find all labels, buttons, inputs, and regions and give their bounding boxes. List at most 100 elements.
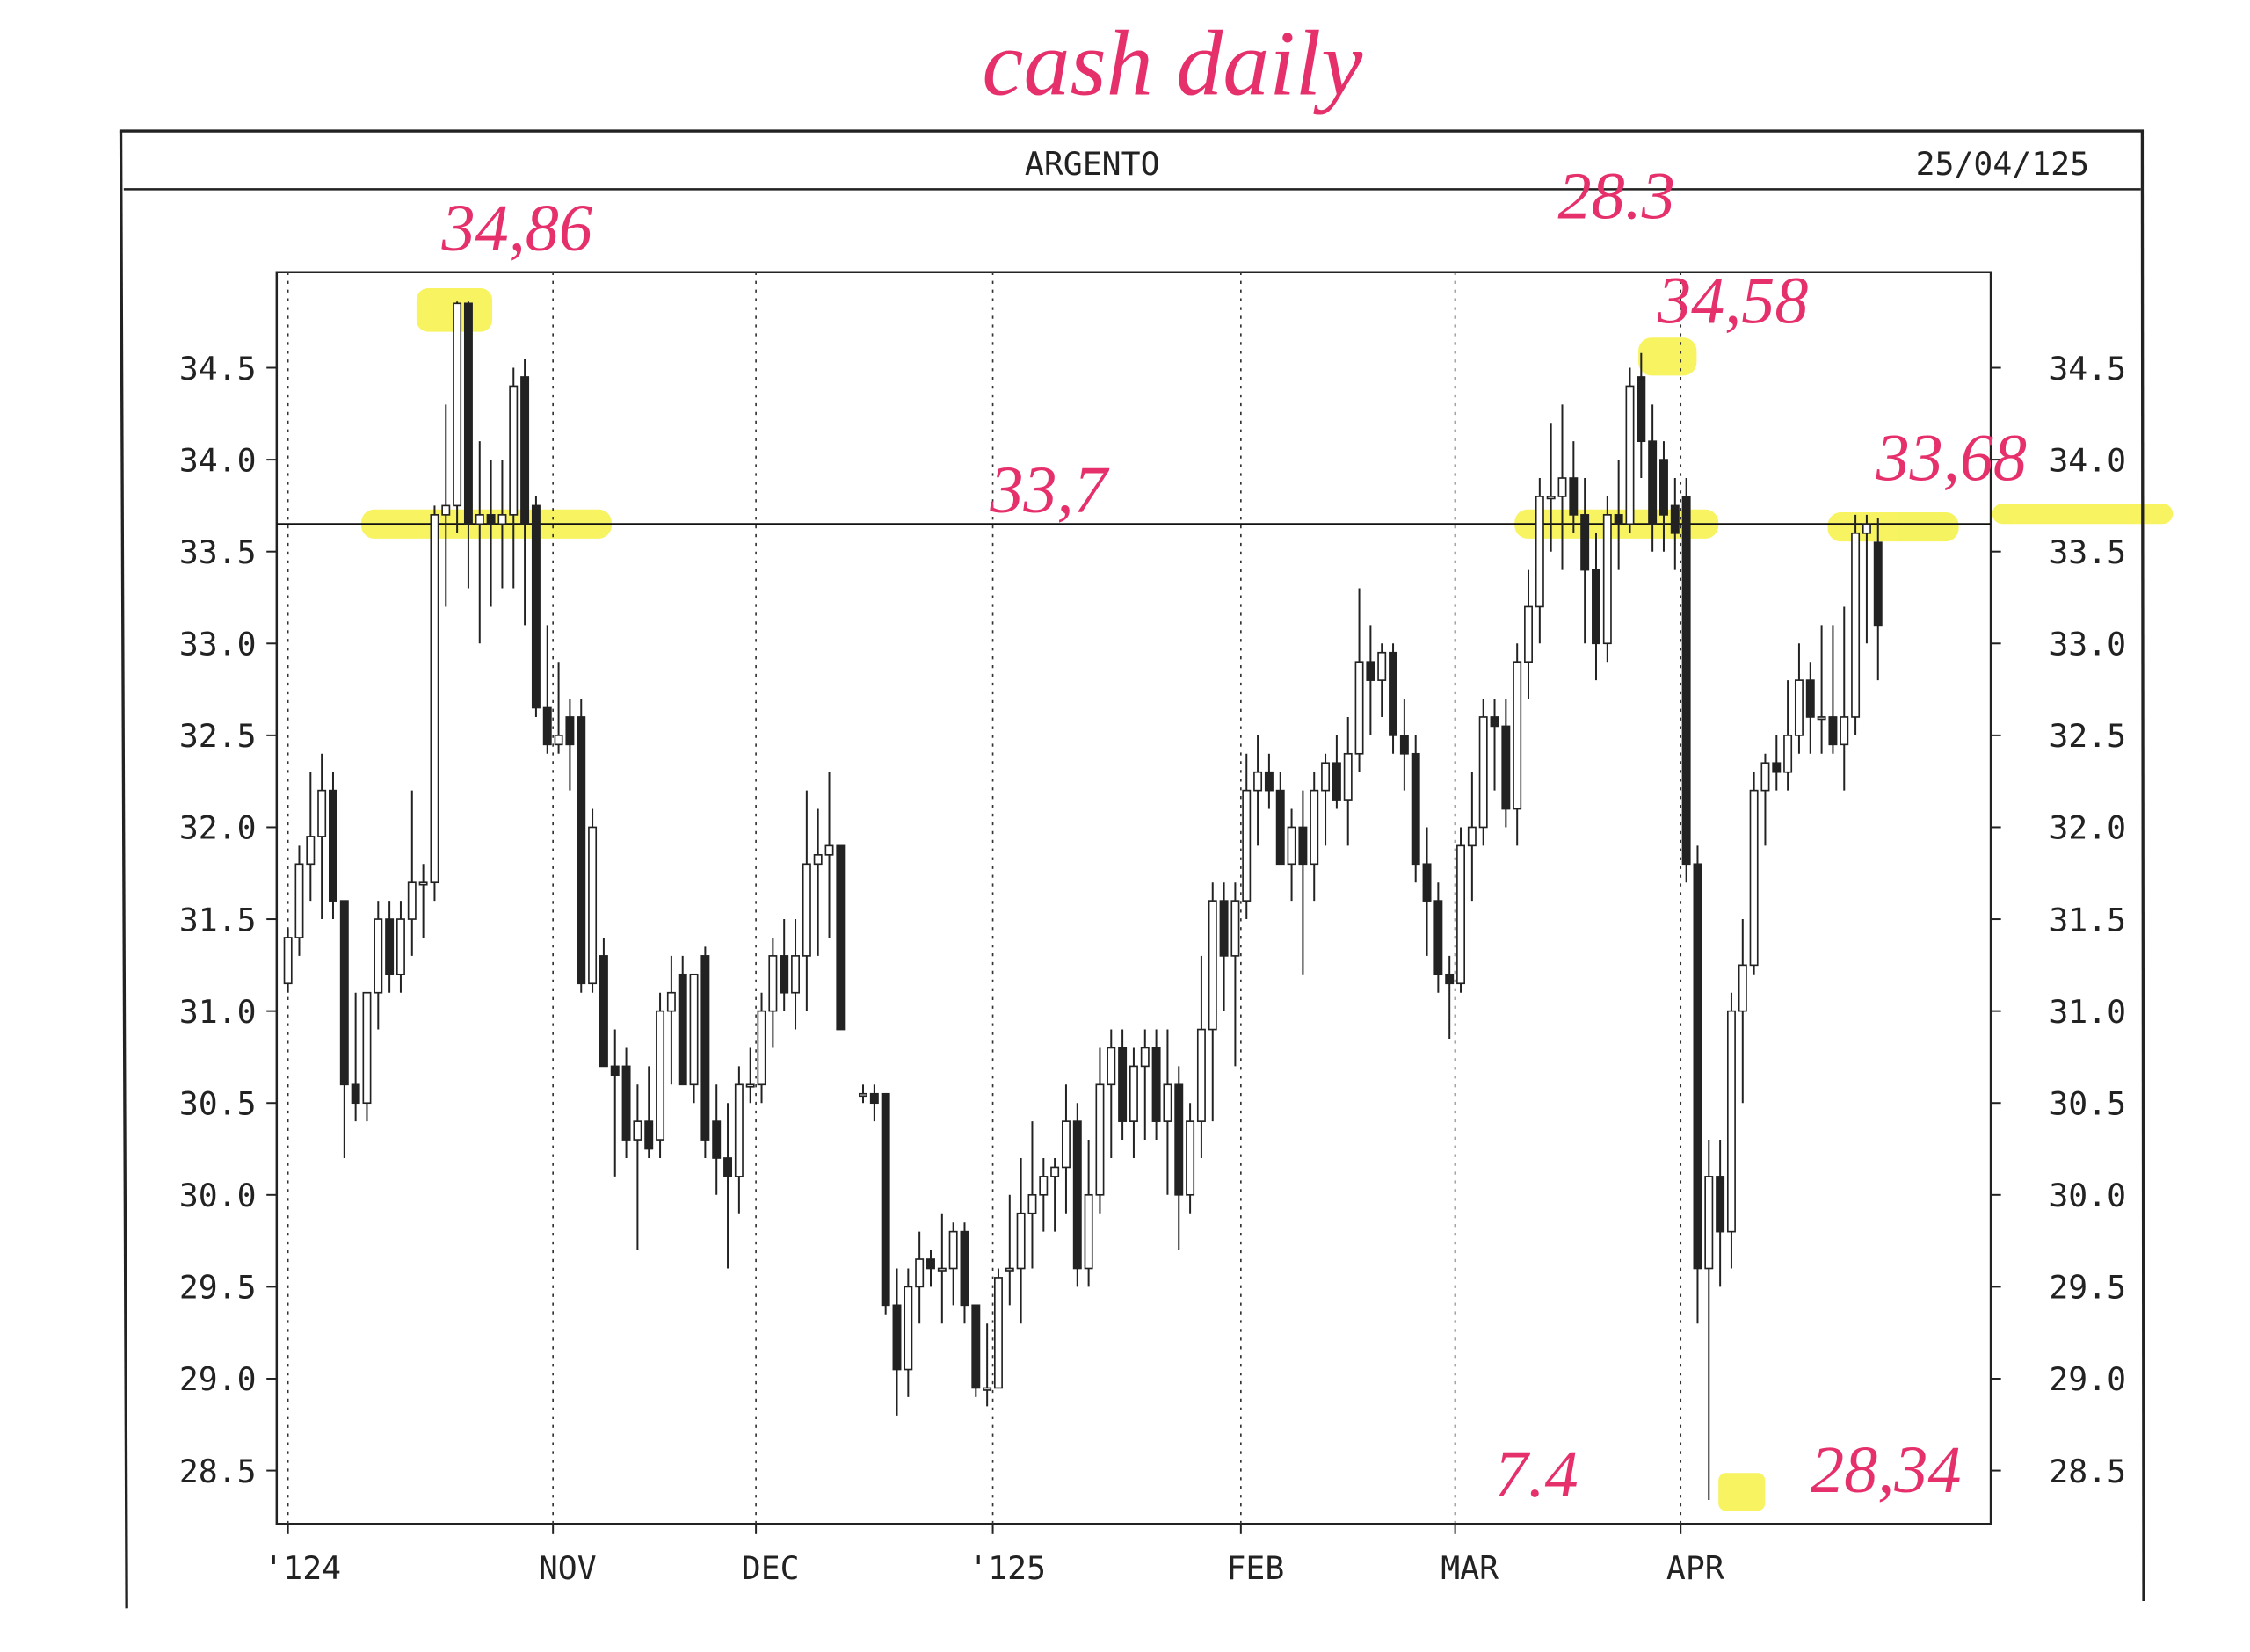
y-tick-label: 31.5 [179, 901, 257, 938]
candle-body [994, 1277, 1003, 1389]
candle-body [441, 504, 451, 516]
y2-tick-label: 33.5 [2049, 533, 2126, 571]
candle-body [1321, 762, 1331, 792]
y2-tick-label: 32.5 [2049, 717, 2126, 755]
candle-body [1343, 752, 1353, 801]
candle-body [869, 1092, 879, 1105]
candle-body [859, 1092, 867, 1098]
candle-body [1411, 752, 1420, 866]
header-date: 25/04/125 [1916, 145, 2089, 183]
candle-body [1084, 1193, 1093, 1270]
candle-body [745, 1083, 755, 1088]
candle-body [317, 789, 327, 837]
candle-body [1174, 1083, 1184, 1196]
annotation: 33,7 [989, 453, 1109, 527]
candle-body [937, 1267, 947, 1272]
y-tick-label: 28.5 [179, 1453, 257, 1490]
candle-body [1039, 1176, 1049, 1196]
grid [266, 272, 2001, 1534]
y-tick-label: 31.0 [179, 993, 257, 1031]
y2-tick-label: 30.0 [2049, 1177, 2126, 1214]
candle-body [813, 854, 823, 866]
candle-body [1524, 605, 1533, 663]
y2-tick-label: 33.0 [2049, 626, 2126, 663]
candle-body [1151, 1047, 1161, 1122]
frame [119, 129, 2145, 1609]
candle-body [1704, 1176, 1714, 1270]
candle-body [1287, 826, 1296, 866]
candle-body [407, 881, 417, 920]
candle-body [768, 955, 778, 1012]
candle-body [565, 716, 575, 746]
candle-body [1840, 716, 1849, 746]
candle-body [1648, 440, 1658, 525]
candle-body [339, 900, 349, 1086]
x-tick-label: NOV [539, 1549, 597, 1587]
candle-body [1749, 789, 1759, 967]
candle-body [723, 1157, 733, 1177]
candle-body [1478, 716, 1488, 829]
x-tick-label: DEC [742, 1549, 800, 1587]
candle-body [453, 302, 462, 507]
y-tick-label: 34.5 [179, 350, 257, 388]
candle-body [1625, 385, 1635, 525]
candle-body [1298, 826, 1308, 866]
candle-body [1264, 771, 1274, 792]
y2-tick-label: 30.5 [2049, 1084, 2126, 1122]
candle-body [1760, 762, 1770, 792]
candle-body [824, 844, 834, 856]
candle-body [351, 1083, 360, 1105]
candle-body [1681, 496, 1691, 866]
candle-body [1140, 1047, 1150, 1068]
candle-body [520, 376, 530, 525]
y2-tick-label: 34.0 [2049, 441, 2126, 479]
candle-body [374, 918, 383, 994]
candle-body [1873, 541, 1883, 627]
candle-body [948, 1230, 958, 1270]
x-tick-label: APR [1666, 1549, 1724, 1587]
candle-body [881, 1092, 890, 1307]
candle-body [1659, 459, 1668, 516]
candle-body [644, 1120, 654, 1150]
y-tick-label: 32.0 [179, 809, 257, 847]
annotation: 33,68 [1876, 422, 2027, 496]
candle-body [1186, 1120, 1195, 1196]
candle-body [1242, 789, 1252, 902]
y-tick-label: 30.5 [179, 1084, 257, 1122]
y-tick-label: 34.0 [179, 441, 257, 479]
candle-body [1196, 1028, 1206, 1122]
candle-body [1716, 1176, 1725, 1233]
annotation: 34,86 [440, 192, 592, 265]
candle-body [1163, 1083, 1172, 1122]
annotation: 7.4 [1494, 1438, 1578, 1511]
candle-body [757, 1010, 766, 1086]
candle-body [542, 706, 552, 746]
y-tick-label: 32.5 [179, 717, 257, 755]
candle-body [971, 1304, 981, 1389]
candle-body [1275, 789, 1285, 866]
candle-body [509, 385, 519, 516]
candle-body [1354, 661, 1364, 755]
candle-body [1332, 762, 1341, 801]
chart-title: cash daily [982, 12, 1363, 115]
y-tick-label: 33.0 [179, 626, 257, 663]
candle-body [1828, 716, 1838, 746]
candle-body [892, 1304, 902, 1371]
highlights [360, 287, 2174, 1511]
candle-body [1862, 523, 1871, 534]
candle-body [1467, 826, 1477, 847]
candle-body [1219, 900, 1229, 957]
candle-body [926, 1258, 935, 1270]
candle-body [1445, 973, 1455, 985]
candle-body [1535, 496, 1544, 608]
y2-tick-label: 31.5 [2049, 901, 2126, 938]
candle-body [1569, 477, 1579, 516]
candle-body [1422, 863, 1432, 902]
candle-body [1614, 514, 1623, 525]
candle-body [306, 836, 316, 866]
candle-body [802, 863, 811, 957]
candles [283, 301, 1883, 1501]
candle-body [1005, 1267, 1014, 1272]
y2-tick-label: 29.0 [2049, 1360, 2126, 1398]
